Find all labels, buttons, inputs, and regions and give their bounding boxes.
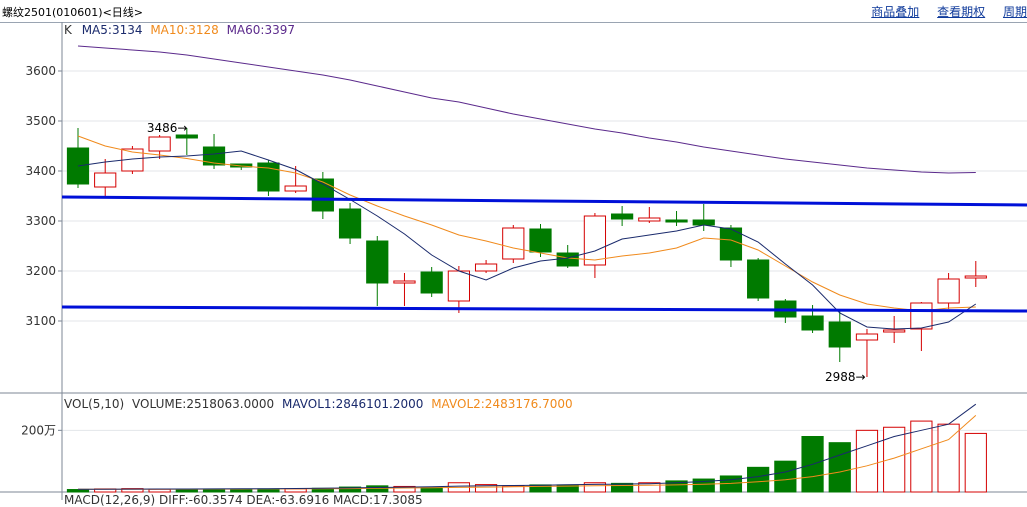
ma-lines-layer xyxy=(77,45,977,330)
candle-down xyxy=(202,146,226,166)
candle-down xyxy=(366,240,389,284)
y-tick-label: 3300 xyxy=(25,214,56,228)
volume-bar-down xyxy=(175,489,198,493)
ma10-label: MA10:3128 xyxy=(150,23,219,37)
ma60-label: MA60:3397 xyxy=(226,23,295,37)
candle-down xyxy=(747,259,770,299)
volume-bar-down xyxy=(828,442,851,493)
candle-up xyxy=(883,329,906,333)
candle-down xyxy=(611,213,634,220)
candle-up xyxy=(583,215,607,266)
candle-up xyxy=(937,278,960,304)
volume-bar-down xyxy=(366,485,389,493)
candle-up xyxy=(638,217,661,222)
ma60-line xyxy=(77,45,976,174)
main-legend: K MA5:3134 MA10:3128 MA60:3397 xyxy=(64,23,295,37)
candle-up xyxy=(855,333,879,341)
ma10-line xyxy=(77,135,976,312)
volume-bar-down xyxy=(747,466,770,493)
vol-prefix: VOL(5,10) xyxy=(64,397,125,411)
ma5-label: MA5:3134 xyxy=(81,23,143,37)
candle-down xyxy=(175,134,198,139)
volume-legend: VOL(5,10) VOLUME:2518063.0000 MAVOL1:284… xyxy=(64,397,573,411)
candle-up xyxy=(94,172,117,188)
volume-bar-up xyxy=(855,429,879,493)
view-options-link[interactable]: 查看期权 xyxy=(937,5,986,19)
candle-down xyxy=(338,208,362,239)
candles-layer xyxy=(66,128,987,377)
volume-bar-down xyxy=(611,482,634,493)
mavol2-value: MAVOL2:2483176.7000 xyxy=(431,397,573,411)
volume-bar-down xyxy=(230,488,253,493)
candle-up xyxy=(393,280,416,284)
candle-down xyxy=(556,252,579,267)
candle-down xyxy=(230,163,253,168)
high-annotation: 3486→ xyxy=(147,121,188,135)
mavol1-line xyxy=(78,403,977,490)
volume-bar-up xyxy=(964,432,987,493)
volume-ma-layer xyxy=(78,403,977,490)
header-links: 商品叠加 查看期权 周期 xyxy=(857,3,1027,20)
ma5-line xyxy=(77,150,977,330)
macd-legend: MACD(12,26,9) DIFF:-60.3574 DEA:-63.6916… xyxy=(64,493,423,507)
candle-up xyxy=(964,275,987,279)
candle-up xyxy=(148,136,171,152)
candle-up xyxy=(447,270,470,302)
candle-down xyxy=(665,219,688,223)
volume-bar-up xyxy=(393,485,416,493)
candle-down xyxy=(420,271,443,294)
y-tick-label: 3600 xyxy=(25,64,56,78)
k-label: K xyxy=(64,23,72,37)
volume-bar-down xyxy=(665,480,688,493)
candle-up xyxy=(474,263,498,272)
chart-header: 螺纹2501(010601)<日线> 商品叠加 查看期权 周期 xyxy=(0,0,1027,23)
volume-bar-up xyxy=(910,420,933,493)
instrument-title: 螺纹2501(010601)<日线> xyxy=(2,6,144,19)
candle-down xyxy=(692,219,715,226)
candle-down xyxy=(801,315,824,331)
volume-bar-down xyxy=(66,489,90,493)
volume-bar-down xyxy=(202,489,226,493)
mavol1-value: MAVOL1:2846101.2000 xyxy=(281,397,424,411)
y-tick-label: 3400 xyxy=(25,164,56,178)
period-link[interactable]: 周期 xyxy=(1002,5,1027,19)
volume-bar-up xyxy=(937,423,960,493)
volume-bar-up xyxy=(883,426,906,493)
volume-bar-up xyxy=(638,482,661,493)
y-tick-label: 3200 xyxy=(25,264,56,278)
low-annotation: 2988→ xyxy=(825,370,866,384)
candle-up xyxy=(910,302,933,330)
volume-value: VOLUME:2518063.0000 xyxy=(132,397,275,411)
volume-bar-up xyxy=(474,484,498,493)
grid-layer xyxy=(62,70,1027,431)
support-resistance-layer: 3486→ 2988→ xyxy=(61,121,1027,384)
candle-up xyxy=(284,185,307,192)
resistance-line xyxy=(61,195,1027,207)
volume-bar-up xyxy=(583,482,607,493)
candle-down xyxy=(257,162,280,192)
candle-up xyxy=(502,227,525,260)
candle-down xyxy=(529,228,552,253)
volume-bars-layer xyxy=(66,420,987,493)
y-tick-label: 3500 xyxy=(25,114,56,128)
volume-bar-down xyxy=(338,486,362,493)
y-tick-label: 3100 xyxy=(25,314,56,328)
overlay-commodity-link[interactable]: 商品叠加 xyxy=(871,5,920,19)
support-line xyxy=(61,305,1027,313)
volume-bar-down xyxy=(692,478,715,493)
candle-down xyxy=(828,321,851,348)
vol-tick-label: 200万 xyxy=(21,423,56,437)
volume-bar-down xyxy=(774,460,797,493)
